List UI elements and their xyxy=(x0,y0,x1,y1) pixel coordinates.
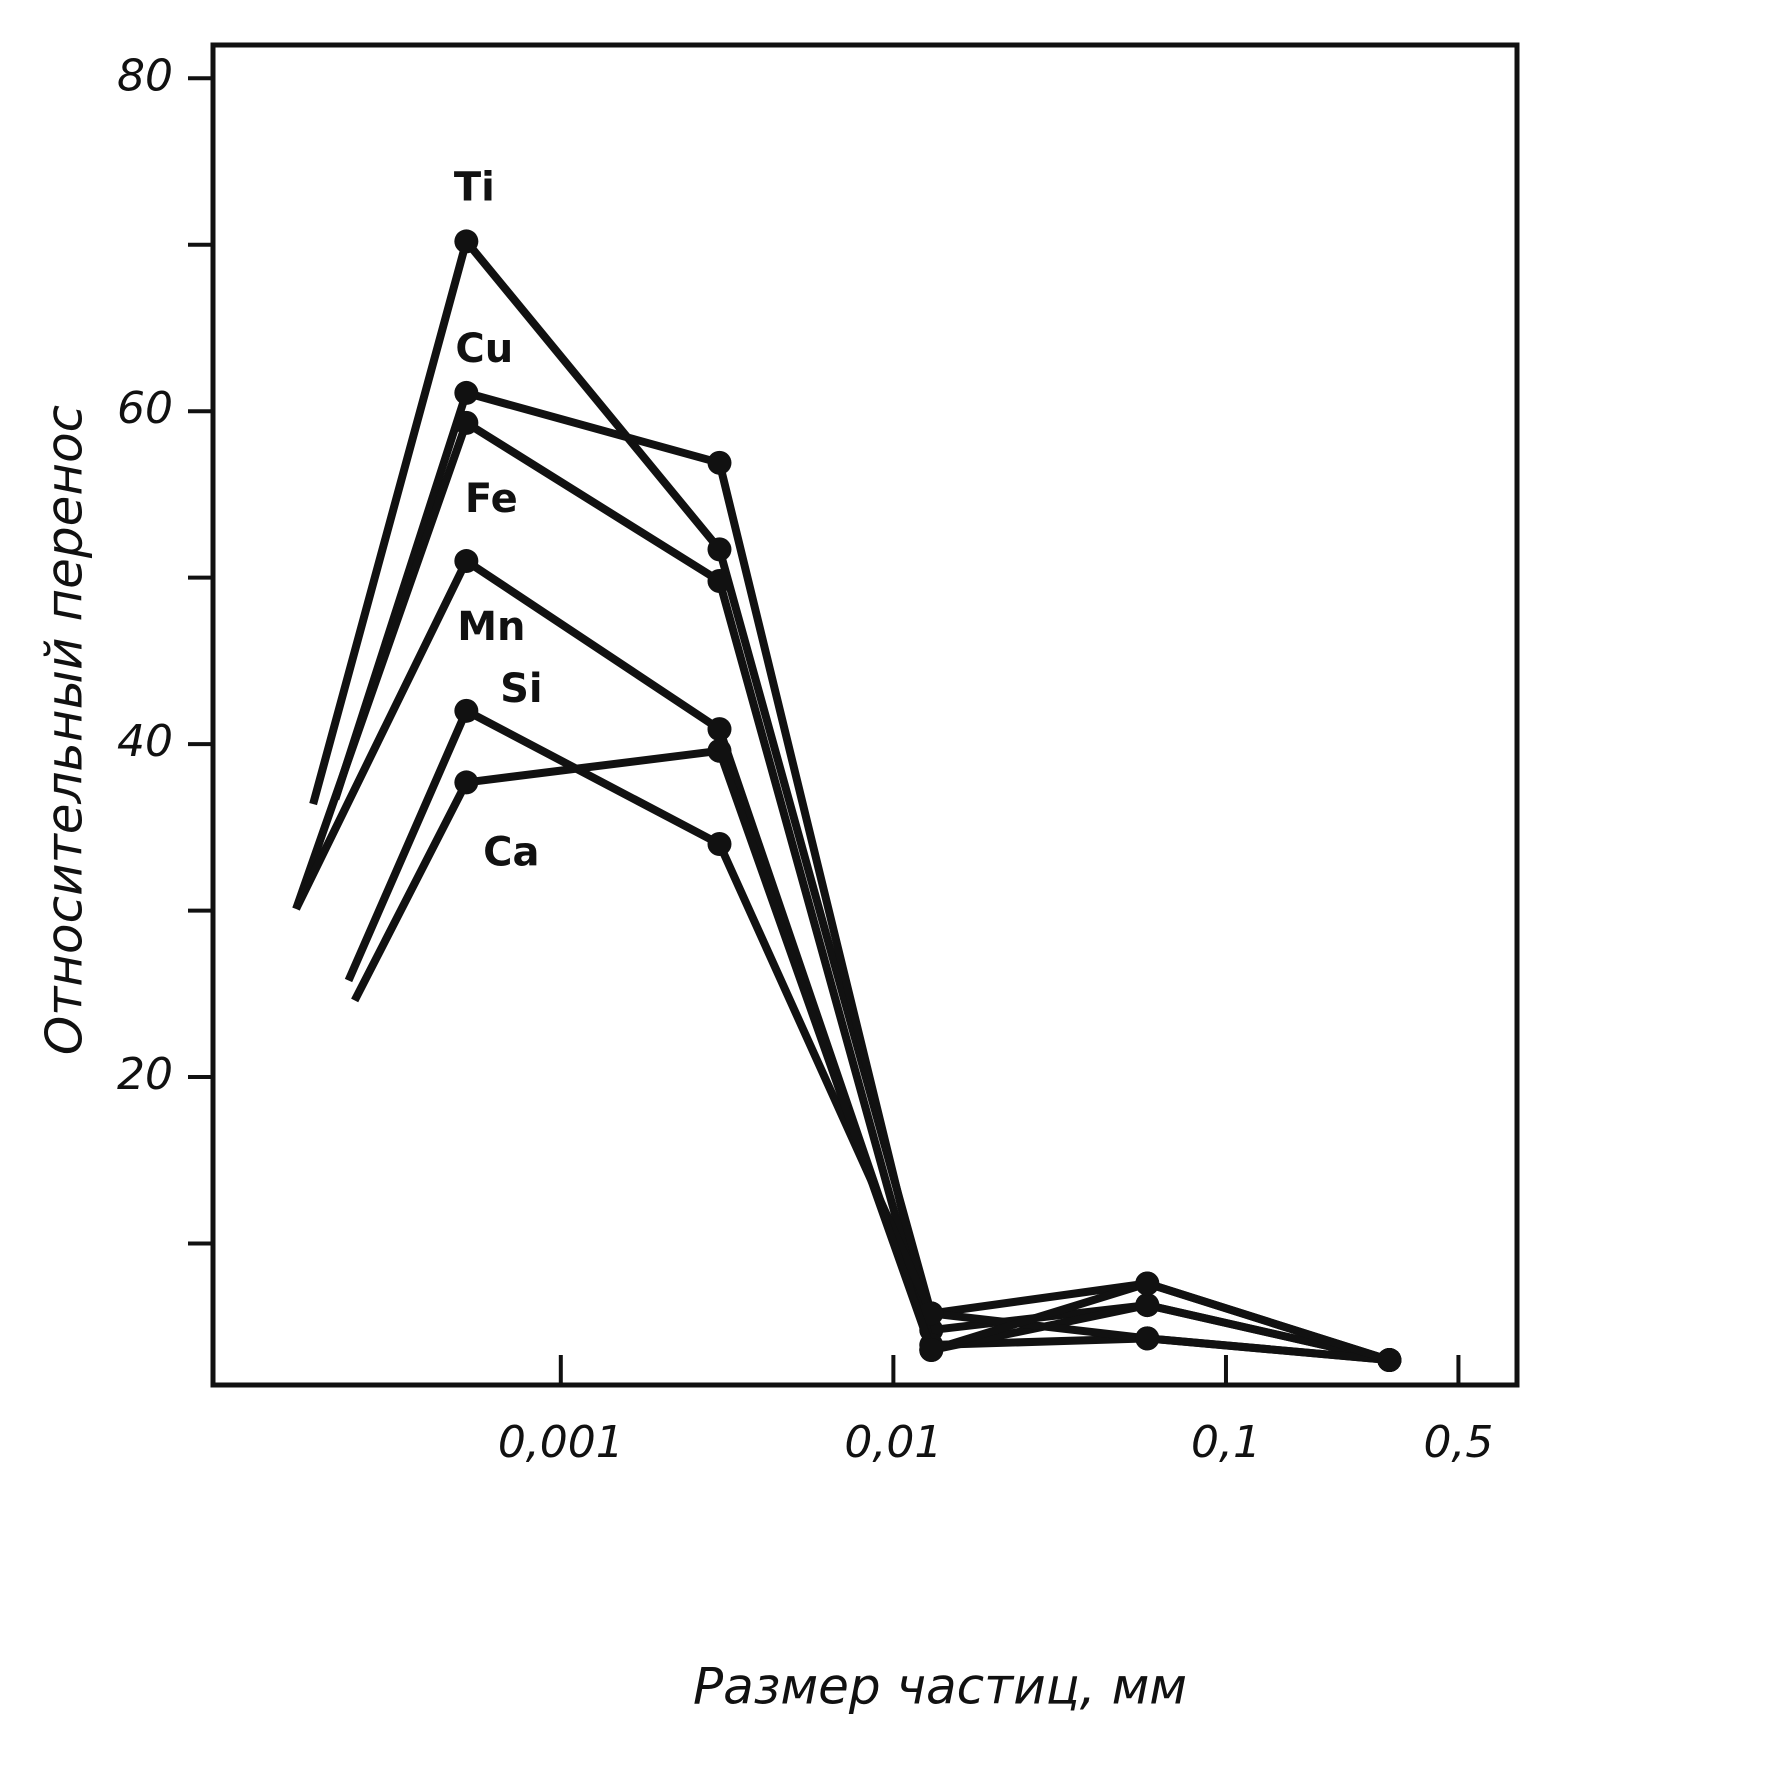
x-tick-label: 0,5 xyxy=(1423,1417,1493,1468)
series-label: Cu xyxy=(455,326,513,372)
point xyxy=(454,410,479,435)
point xyxy=(707,717,732,742)
point xyxy=(1135,1326,1160,1351)
plot-frame xyxy=(210,42,1520,1388)
point xyxy=(1135,1271,1160,1296)
series-line xyxy=(331,388,1391,1364)
x-tick-label: 0,01 xyxy=(844,1417,942,1468)
y-tick-label: 60 xyxy=(117,383,173,434)
series-line xyxy=(344,706,1390,1365)
series-line xyxy=(309,237,1391,1364)
series-label: Ti xyxy=(454,164,495,210)
series-label: Si xyxy=(500,666,543,712)
y-tick-label: 40 xyxy=(117,716,173,767)
x-axis-label: Размер частиц, мм xyxy=(693,1658,1187,1716)
point xyxy=(454,229,479,254)
point xyxy=(707,569,732,593)
y-tick-label: 20 xyxy=(117,1049,173,1100)
point xyxy=(454,380,479,405)
series-label: Fe xyxy=(465,476,518,522)
x-tick-label: 0,1 xyxy=(1191,1417,1261,1468)
point xyxy=(919,1301,944,1326)
series-line xyxy=(351,746,1391,1364)
series-label: Mn xyxy=(457,604,525,650)
point xyxy=(707,450,732,475)
point xyxy=(1135,1293,1160,1318)
x-tick-label: 0,001 xyxy=(498,1417,624,1468)
series-label: Ca xyxy=(483,829,539,875)
y-tick-label: 80 xyxy=(117,50,173,101)
y-axis-label: Относительный перенос xyxy=(36,405,94,1055)
point xyxy=(454,770,479,795)
point xyxy=(707,537,732,562)
point xyxy=(1377,1348,1402,1373)
point xyxy=(707,738,732,763)
point xyxy=(919,1338,944,1363)
point xyxy=(454,698,479,723)
point xyxy=(454,549,479,574)
point xyxy=(707,832,732,857)
